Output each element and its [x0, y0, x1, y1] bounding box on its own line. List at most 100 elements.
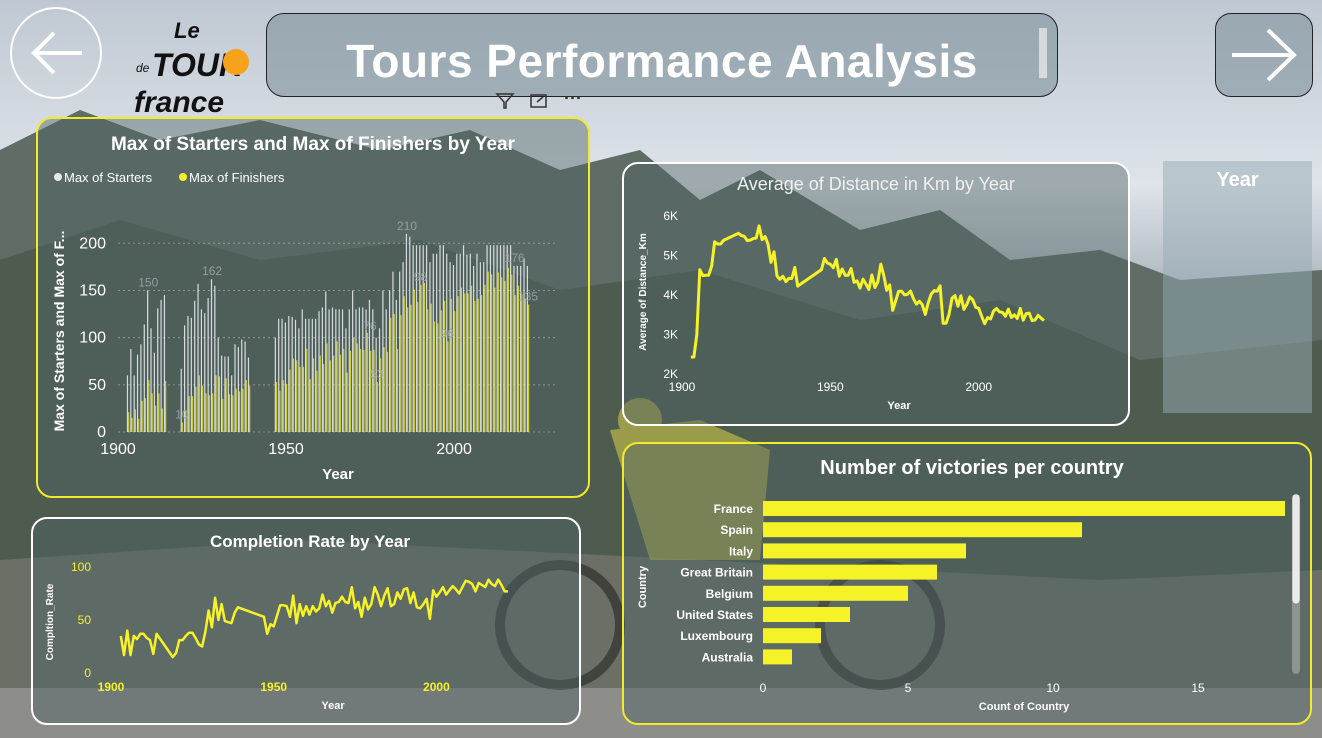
finishers-bar: [386, 351, 389, 432]
starters-bar: [509, 245, 512, 432]
distance-line: [690, 224, 1045, 359]
legend-starters-marker: [54, 173, 62, 181]
finishers-bar: [185, 411, 187, 432]
starters-bar: [399, 271, 401, 432]
starters-bar: [241, 339, 243, 432]
finishers-bar: [208, 395, 210, 432]
finishers-bar: [528, 304, 530, 432]
starters-bar: [301, 309, 303, 432]
starters-bar: [513, 265, 515, 432]
starters-bar: [318, 311, 320, 432]
finishers-bar: [309, 379, 311, 432]
arrow-right-icon: [1232, 28, 1297, 82]
finishers-bar: [198, 375, 200, 432]
y-tick-label: 4K: [663, 288, 678, 302]
y-tick-label: 2K: [663, 367, 678, 381]
finishers-bar: [222, 398, 224, 432]
finishers-bar: [407, 307, 409, 432]
starters-bar: [234, 344, 236, 432]
starters-bar: [473, 265, 475, 432]
legend-finishers-marker: [179, 173, 187, 181]
legend-starters-label: Max of Starters: [64, 170, 153, 185]
finishers-bar: [286, 383, 288, 432]
data-label: 96: [441, 326, 455, 340]
back-button[interactable]: [10, 7, 102, 99]
legend-finishers-label: Max of Finishers: [189, 170, 285, 185]
starters-bar: [395, 299, 397, 432]
starters-bar: [439, 245, 441, 432]
finishers-bar: [383, 347, 385, 432]
victories-panel: Number of victories per country Country …: [622, 442, 1312, 725]
starters-bar: [368, 299, 371, 432]
chart-title: Completion Rate by Year: [210, 532, 410, 551]
legend: Max of Starters Max of Finishers: [54, 170, 285, 185]
starters-bar: [523, 258, 525, 432]
starters-bar: [459, 253, 461, 432]
starters-bar: [244, 341, 246, 432]
starters-bar: [187, 315, 189, 432]
finishers-bar: [228, 394, 231, 432]
starters-bar: [331, 307, 334, 432]
starters-bar: [200, 309, 203, 432]
finishers-bar: [195, 386, 197, 432]
title-banner: Tours Performance Analysis: [266, 13, 1058, 97]
finishers-bar: [131, 417, 133, 432]
y-tick-label: 3K: [663, 327, 678, 341]
x-tick-label: 1900: [98, 680, 125, 694]
starters-bar: [452, 265, 455, 432]
x-tick-label: 10: [1046, 681, 1060, 695]
finishers-bar: [370, 350, 372, 432]
starters-bar: [436, 253, 438, 432]
starters-bar: [375, 337, 377, 432]
visual-toolbar: ···: [494, 88, 590, 112]
starters-bar: [405, 233, 408, 432]
finishers-bar: [504, 281, 506, 432]
finishers-bar: [205, 393, 207, 432]
year-slicer[interactable]: Year: [1163, 161, 1312, 413]
starters-bar: [291, 316, 293, 432]
finishers-bar: [474, 300, 476, 432]
finishers-bar: [470, 285, 473, 432]
logo-sun-icon: [223, 49, 249, 75]
finishers-bar: [373, 349, 375, 432]
starters-bar: [526, 265, 528, 432]
starters-bar: [419, 245, 421, 432]
y-axis-label: Compltion_Rate: [45, 583, 56, 660]
finishers-bar: [235, 388, 237, 432]
finishers-bar: [443, 300, 446, 432]
x-tick-label: 1900: [100, 441, 136, 458]
forward-button[interactable]: [1215, 13, 1313, 97]
x-tick-label: 2000: [436, 441, 472, 458]
completion-rate-chart: Completion Rate by Year Compltion_Rate Y…: [45, 532, 508, 712]
starters-bar: [298, 328, 300, 432]
starters-bar: [479, 262, 481, 432]
starters-bar: [382, 290, 384, 432]
y-tick-label: 0: [84, 666, 91, 680]
y-tick-label: 0: [97, 424, 106, 441]
scrollbar-thumb[interactable]: [1291, 493, 1301, 605]
starters-bar: [489, 245, 492, 432]
x-tick-label: 5: [905, 681, 912, 695]
arrow-left-icon: [31, 31, 82, 75]
x-axis-label: Year: [321, 700, 345, 712]
victory-bar: [763, 564, 937, 580]
starters-bar: [130, 348, 132, 432]
starters-bar: [153, 352, 155, 432]
starters-bar: [214, 285, 216, 432]
finishers-bar: [464, 293, 466, 432]
x-tick-label: 1950: [817, 380, 844, 394]
finishers-bar: [148, 380, 150, 432]
starters-bar: [163, 295, 166, 432]
x-tick-label: 2000: [965, 380, 992, 394]
scrollbar[interactable]: [1291, 493, 1301, 674]
starters-bar: [328, 309, 330, 432]
finishers-bar: [306, 348, 308, 432]
finishers-bar: [396, 348, 399, 432]
filter-icon[interactable]: [494, 92, 516, 110]
starters-bar: [304, 318, 307, 432]
starters-bar: [278, 318, 280, 432]
starters-bar: [338, 309, 340, 432]
focus-mode-icon[interactable]: [529, 92, 549, 110]
more-options-icon[interactable]: ···: [564, 88, 582, 108]
starters-bar: [483, 262, 485, 432]
